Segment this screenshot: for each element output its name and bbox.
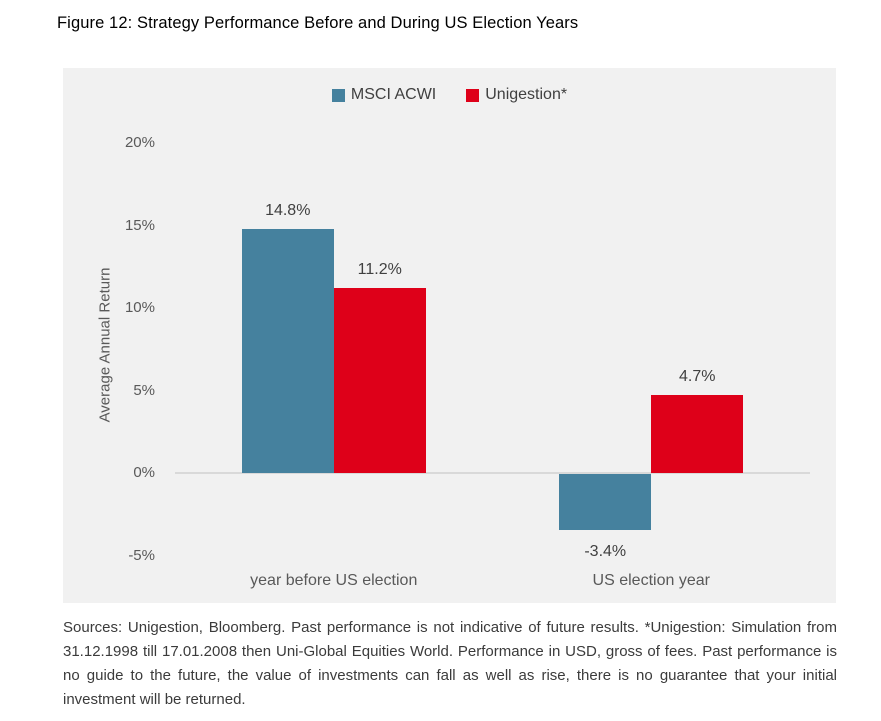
bar-value-label: 4.7%	[679, 368, 716, 386]
source-disclaimer-text: Sources: Unigestion, Bloomberg. Past per…	[63, 619, 837, 708]
chart-panel: MSCI ACWI Unigestion* Average Annual Retu…	[63, 68, 836, 603]
bar-value-label: -3.4%	[584, 543, 627, 561]
bar-msci-acwi-us-election-year	[559, 474, 652, 531]
bar-unigestion-year-before-us-election	[333, 288, 426, 473]
chart-legend: MSCI ACWI Unigestion*	[63, 86, 836, 104]
bar-msci-acwi-year-before-us-election	[241, 228, 334, 473]
zero-gridline	[175, 472, 810, 474]
y-tick-label: 0%	[133, 464, 155, 481]
y-tick-label: -5%	[128, 546, 155, 564]
figure-title: Figure 12: Strategy Performance Before a…	[57, 14, 579, 32]
legend-swatch-icon	[466, 88, 480, 102]
legend-item-unigestion: Unigestion*	[466, 86, 567, 104]
legend-label: MSCI ACWI	[350, 86, 437, 103]
bar-value-label: 11.2%	[357, 261, 402, 279]
x-category-label: year before US election	[250, 572, 418, 589]
bar-value-label: 14.8%	[265, 201, 311, 219]
legend-label: Unigestion*	[485, 86, 568, 103]
bar-unigestion-us-election-year	[651, 395, 744, 473]
y-tick-label: 15%	[124, 216, 155, 234]
legend-swatch-icon	[331, 88, 345, 102]
y-tick-label: 20%	[124, 134, 155, 151]
y-tick-label: 10%	[124, 299, 155, 316]
y-tick-label: 5%	[133, 381, 155, 399]
legend-item-msci-acwi: MSCI ACWI	[331, 86, 437, 104]
x-category-label: US election year	[592, 572, 710, 589]
